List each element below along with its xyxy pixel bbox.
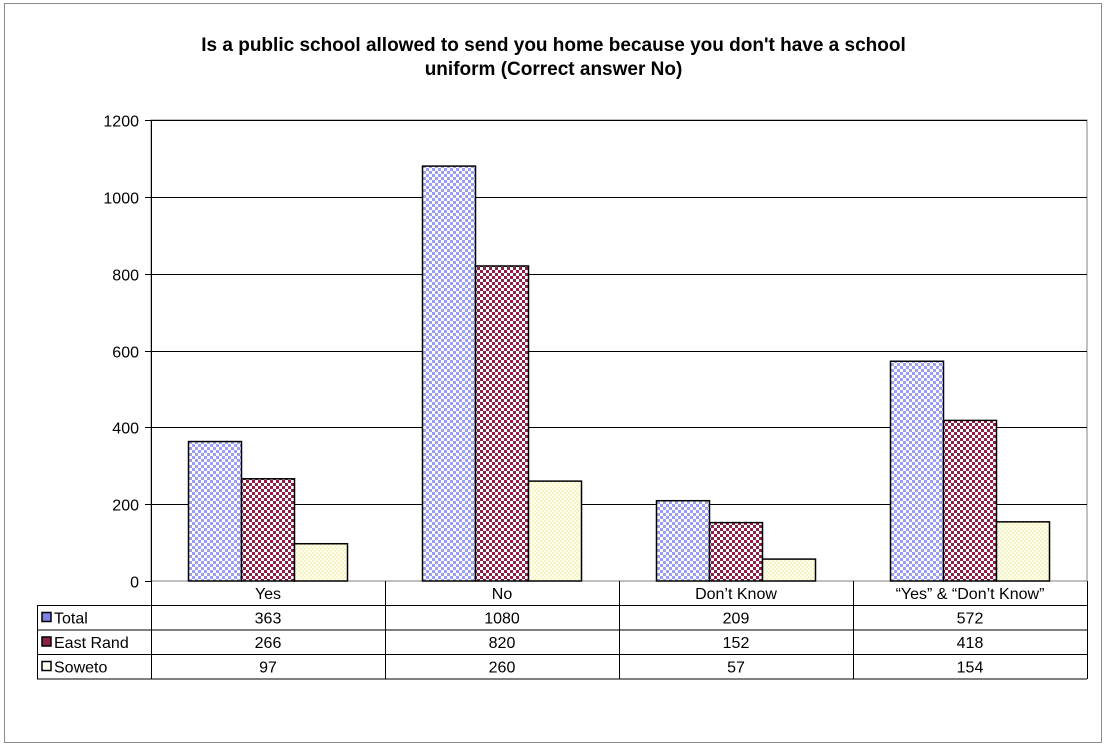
- data-value: 820: [489, 635, 516, 652]
- data-value: 418: [957, 635, 984, 652]
- bar-total: [187, 440, 243, 582]
- bar-soweto: [293, 542, 349, 582]
- data-value: 572: [957, 611, 984, 628]
- data-value: 57: [727, 660, 745, 677]
- y-tick-label: 0: [130, 575, 139, 592]
- bar-total: [655, 499, 711, 582]
- data-value: 260: [489, 660, 516, 677]
- category-label: “Yes” & “Don’t Know”: [896, 586, 1045, 603]
- bar-east-rand: [474, 265, 530, 582]
- series-name: Soweto: [54, 660, 107, 677]
- series-name: East Rand: [54, 635, 129, 652]
- data-value: 154: [957, 660, 984, 677]
- y-tick-label: 1000: [103, 191, 139, 208]
- category-label: No: [492, 586, 513, 603]
- data-value: 1080: [484, 611, 520, 628]
- data-table: Yes No Don’t Know “Yes” & “Don’t Know” Total…: [37, 581, 1088, 680]
- y-axis: 0 200 400 600 800 1000 1200: [103, 114, 152, 592]
- bar-total: [889, 360, 945, 582]
- bar-east-rand: [240, 478, 296, 582]
- bars: [187, 165, 1051, 582]
- chart-title-line-1: Is a public school allowed to send you h…: [201, 35, 906, 56]
- data-value: 363: [255, 611, 282, 628]
- category-label: Yes: [255, 586, 281, 603]
- data-value: 209: [723, 611, 750, 628]
- y-tick-label: 800: [112, 268, 139, 285]
- data-value: 97: [259, 660, 277, 677]
- y-tick-label: 400: [112, 421, 139, 438]
- series-name: Total: [54, 611, 88, 628]
- bar-soweto: [995, 521, 1051, 582]
- chart-title-line-2: uniform (Correct answer No): [424, 59, 683, 80]
- y-tick-label: 1200: [103, 114, 139, 131]
- y-tick-label: 600: [112, 345, 139, 362]
- data-value: 266: [255, 635, 282, 652]
- bar-total: [421, 165, 477, 582]
- y-tick-label: 200: [112, 498, 139, 515]
- legend-swatch: [41, 660, 52, 672]
- bar-east-rand: [708, 521, 764, 582]
- category-label: Don’t Know: [695, 586, 777, 603]
- chart-title: Is a public school allowed to send you h…: [0, 34, 1107, 82]
- legend-swatch: [41, 636, 52, 647]
- bar-east-rand: [942, 419, 998, 582]
- data-value: 152: [723, 635, 750, 652]
- bar-soweto: [527, 480, 583, 582]
- legend-swatch: [41, 611, 52, 623]
- bar-soweto: [761, 558, 817, 582]
